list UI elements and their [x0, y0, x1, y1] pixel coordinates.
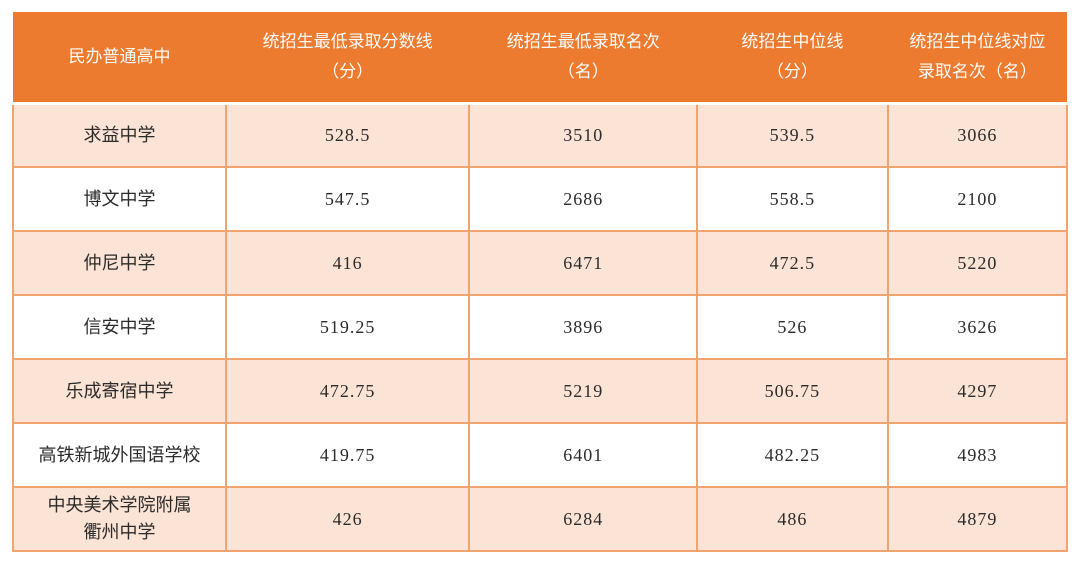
median-rank-cell: 4879 [886, 486, 1069, 552]
table-header: 民办普通高中 统招生最低录取分数线 （分） 统招生最低录取名次 （名） 统招生中… [13, 12, 1067, 105]
column-header-min-rank: 统招生最低录取名次 （名） [469, 12, 698, 105]
median-rank-cell: 4983 [886, 422, 1069, 488]
median-rank-cell: 3626 [886, 294, 1069, 360]
school-name-cell: 博文中学 [12, 166, 227, 232]
median-score-cell: 486 [696, 486, 889, 552]
median-score-cell: 539.5 [696, 102, 889, 168]
column-header-school: 民办普通高中 [13, 12, 226, 105]
min-rank-cell: 6284 [468, 486, 699, 552]
min-score-cell: 426 [224, 486, 471, 552]
min-score-cell: 472.75 [224, 358, 471, 424]
median-rank-cell: 2100 [886, 166, 1069, 232]
median-score-cell: 472.5 [696, 230, 889, 296]
header-row: 民办普通高中 统招生最低录取分数线 （分） 统招生最低录取名次 （名） 统招生中… [13, 12, 1067, 105]
min-rank-cell: 6471 [468, 230, 699, 296]
column-header-min-score: 统招生最低录取分数线 （分） [225, 12, 470, 105]
table-body: 求益中学 528.5 3510 539.5 3066 博文中学 547.5 26… [12, 102, 1069, 552]
table-row: 高铁新城外国语学校 419.75 6401 482.25 4983 [12, 422, 1069, 488]
table-row: 求益中学 528.5 3510 539.5 3066 [12, 102, 1069, 168]
median-score-cell: 526 [696, 294, 889, 360]
min-score-cell: 528.5 [224, 102, 471, 168]
school-name-cell: 仲尼中学 [12, 230, 227, 296]
min-rank-cell: 3510 [468, 102, 699, 168]
table-row: 信安中学 519.25 3896 526 3626 [12, 294, 1069, 360]
median-score-cell: 558.5 [696, 166, 889, 232]
min-score-cell: 547.5 [224, 166, 471, 232]
min-score-cell: 416 [224, 230, 471, 296]
table-row: 博文中学 547.5 2686 558.5 2100 [12, 166, 1069, 232]
min-rank-cell: 2686 [468, 166, 699, 232]
admission-score-table: 民办普通高中 统招生最低录取分数线 （分） 统招生最低录取名次 （名） 统招生中… [12, 12, 1069, 552]
table-row: 乐成寄宿中学 472.75 5219 506.75 4297 [12, 358, 1069, 424]
column-header-median-score: 统招生中位线 （分） [697, 12, 888, 105]
min-rank-cell: 3896 [468, 294, 699, 360]
median-rank-cell: 3066 [886, 102, 1069, 168]
table-row: 仲尼中学 416 6471 472.5 5220 [12, 230, 1069, 296]
school-name-cell: 信安中学 [12, 294, 227, 360]
min-score-cell: 519.25 [224, 294, 471, 360]
school-name-cell: 高铁新城外国语学校 [12, 422, 227, 488]
median-rank-cell: 5220 [886, 230, 1069, 296]
school-name-cell: 中央美术学院附属 衢州中学 [12, 486, 227, 552]
min-score-cell: 419.75 [224, 422, 471, 488]
school-name-cell: 乐成寄宿中学 [12, 358, 227, 424]
median-rank-cell: 4297 [886, 358, 1069, 424]
school-name-cell: 求益中学 [12, 102, 227, 168]
min-rank-cell: 5219 [468, 358, 699, 424]
table-row: 中央美术学院附属 衢州中学 426 6284 486 4879 [12, 486, 1069, 552]
median-score-cell: 506.75 [696, 358, 889, 424]
median-score-cell: 482.25 [696, 422, 889, 488]
min-rank-cell: 6401 [468, 422, 699, 488]
column-header-median-rank: 统招生中位线对应 录取名次（名） [887, 12, 1067, 105]
